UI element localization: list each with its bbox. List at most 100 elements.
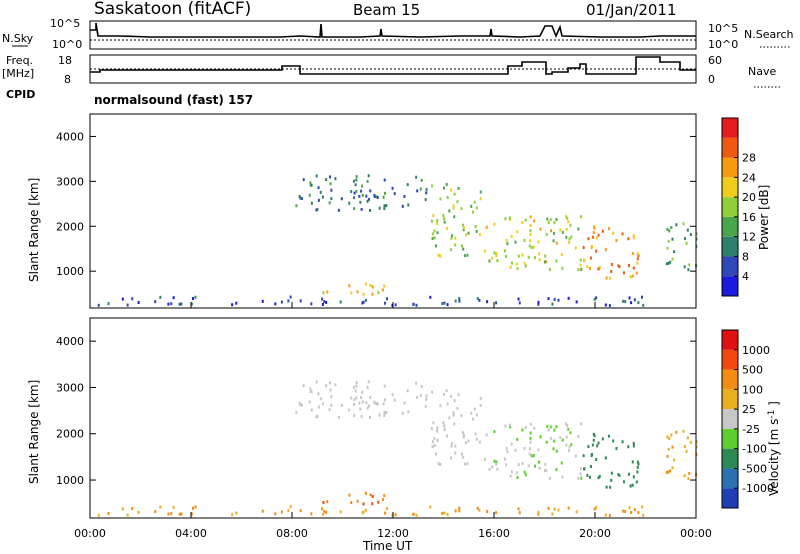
velocity-cell xyxy=(453,422,456,426)
velocity-cell xyxy=(577,435,580,439)
nsky-tick-bottom: 10^0 xyxy=(52,38,82,51)
velocity-cell xyxy=(436,426,439,430)
colorbar-segment xyxy=(722,409,738,429)
power-cell xyxy=(610,269,613,273)
velocity-cell xyxy=(295,411,298,415)
velocity-cell xyxy=(437,462,440,466)
power-cell xyxy=(532,245,535,249)
velocity-cell xyxy=(589,464,592,468)
velocity-cell xyxy=(310,390,313,394)
velocity-cell xyxy=(493,459,496,463)
power-cell xyxy=(126,303,129,307)
power-cell xyxy=(551,302,554,306)
power-cell xyxy=(666,246,669,250)
velocity-cell xyxy=(330,395,333,399)
velocity-cell xyxy=(441,511,444,515)
velocity-cell xyxy=(412,512,415,516)
velocity-cell xyxy=(154,509,157,513)
power-cell xyxy=(416,189,419,193)
power-cell xyxy=(486,300,489,304)
velocity-cell xyxy=(431,444,434,448)
power-cell xyxy=(636,257,639,261)
velocity-cell xyxy=(534,464,537,468)
velocity-cell xyxy=(632,444,635,448)
colorbar-tick-label: 20 xyxy=(742,191,756,204)
power-cell xyxy=(580,215,583,219)
power-cell xyxy=(431,184,434,188)
velocity-cell xyxy=(570,443,573,447)
velocity-cell xyxy=(261,509,264,513)
velocity-cell xyxy=(595,506,598,510)
power-cell xyxy=(538,258,541,262)
power-cell xyxy=(592,231,595,235)
velocity-cell xyxy=(557,508,560,512)
velocity-cell xyxy=(598,474,601,478)
power-cell xyxy=(504,217,507,221)
power-cell xyxy=(610,263,613,267)
power-cell xyxy=(470,204,473,208)
colorbar-segment xyxy=(722,276,738,296)
power-cell xyxy=(496,259,499,263)
velocity-cell xyxy=(642,513,645,517)
velocity-cell xyxy=(608,514,611,518)
power-cell xyxy=(467,231,470,235)
power-cell xyxy=(348,284,351,288)
velocity-cell xyxy=(631,460,634,464)
velocity-cell xyxy=(167,512,170,516)
power-cell xyxy=(366,199,369,203)
velocity-cell xyxy=(695,445,698,449)
power-cell xyxy=(449,188,452,192)
velocity-cell xyxy=(366,386,369,390)
velocity-cell xyxy=(486,510,489,514)
velocity-cell xyxy=(518,511,521,515)
beam-title: Beam 15 xyxy=(353,1,421,19)
velocity-cell xyxy=(350,396,353,400)
velocity-cell xyxy=(462,455,465,459)
x-tick-label: 08:00 xyxy=(276,527,308,540)
power-cell xyxy=(446,196,449,200)
power-cell xyxy=(441,302,444,306)
velocity-cell xyxy=(462,433,465,437)
velocity-cell xyxy=(457,393,460,397)
velocity-cell xyxy=(375,401,378,405)
velocity-cell xyxy=(505,463,508,467)
nave-label: Nave xyxy=(748,65,776,78)
velocity-cell xyxy=(121,507,124,511)
power-cell xyxy=(287,299,290,303)
power-cell xyxy=(454,299,457,303)
power-cell xyxy=(597,267,600,271)
velocity-cell xyxy=(458,506,461,510)
velocity-cell xyxy=(403,401,406,405)
power-cell xyxy=(403,194,406,198)
power-cell xyxy=(391,303,394,307)
power-cell xyxy=(350,190,353,194)
y-tick-label: 4000 xyxy=(56,130,84,143)
power-cell xyxy=(503,249,506,253)
velocity-cell xyxy=(302,384,305,388)
velocity-cell xyxy=(458,509,461,513)
velocity-cell xyxy=(505,446,508,450)
power-cell xyxy=(537,240,540,244)
power-cell xyxy=(325,178,328,182)
velocity-cell xyxy=(329,388,332,392)
power-cell xyxy=(369,283,372,287)
power-cell xyxy=(553,221,556,225)
power-cell xyxy=(624,300,627,304)
power-cell xyxy=(521,253,524,257)
velocity-cell xyxy=(595,457,598,461)
velocity-cell xyxy=(546,424,549,428)
colorbar-segment xyxy=(722,389,738,410)
power-cell xyxy=(167,302,170,306)
power-cell xyxy=(479,197,482,201)
velocity-cell xyxy=(366,406,369,410)
velocity-cell xyxy=(472,417,475,421)
velocity-cell xyxy=(325,384,328,388)
power-cell xyxy=(429,295,432,299)
velocity-cell xyxy=(362,502,365,506)
power-cell xyxy=(547,221,550,225)
freq-tick-top: 18 xyxy=(58,54,72,67)
power-cell xyxy=(330,188,333,192)
velocity-cell xyxy=(446,402,449,406)
power-cell xyxy=(317,198,320,202)
velocity-cell xyxy=(537,512,540,516)
